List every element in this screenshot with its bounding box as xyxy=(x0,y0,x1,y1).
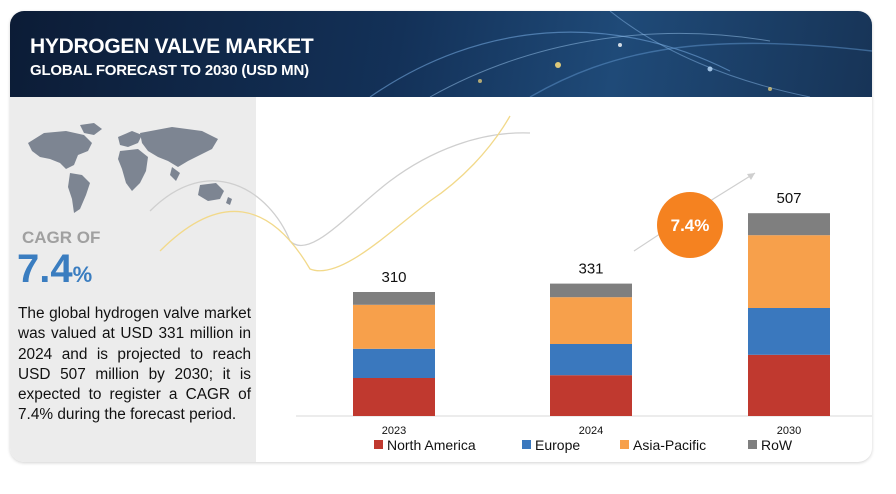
growth-arrow-head xyxy=(747,173,755,180)
legend-swatch-row xyxy=(748,440,757,449)
cagr-number: 7.4 xyxy=(17,247,73,291)
x-tick-label-2023: 2023 xyxy=(382,425,406,437)
cagr-value: 7.4% xyxy=(17,247,92,300)
infographic-card: HYDROGEN VALVE MARKET GLOBAL FORECAST TO… xyxy=(10,11,872,462)
stacked-bar-chart: 310 2023 331 2024 507 2030 7.4% North America… xyxy=(149,115,872,453)
bar-2024-asia-pacific xyxy=(550,297,632,344)
bar-2024-row xyxy=(550,283,632,298)
page-subtitle: GLOBAL FORECAST TO 2030 (USD MN) xyxy=(30,62,309,79)
header-banner: HYDROGEN VALVE MARKET GLOBAL FORECAST TO… xyxy=(10,11,872,97)
decorative-swirl-gold xyxy=(159,115,511,272)
bar-2023-asia-pacific xyxy=(353,304,435,349)
cagr-callout-circle xyxy=(657,192,723,258)
page-title: HYDROGEN VALVE MARKET xyxy=(30,35,314,58)
bar-2023-europe xyxy=(353,348,435,378)
header-light-streaks xyxy=(369,11,872,97)
bar-2030-asia-pacific xyxy=(748,235,830,308)
legend-label-row: RoW xyxy=(761,437,793,453)
bar-2030-europe xyxy=(748,308,830,355)
cagr-unit: % xyxy=(72,262,93,287)
bar-2030-north-america xyxy=(748,354,830,416)
bar-2024-north-america xyxy=(550,375,632,416)
market-description: The global hydrogen valve market was val… xyxy=(18,305,251,424)
legend-label-asia-pacific: Asia-Pacific xyxy=(633,437,706,453)
cagr-label: CAGR OF xyxy=(22,228,101,247)
bar-2023-north-america xyxy=(353,378,435,416)
summary-panel: CAGR OF 7.4% The global hydrogen valve m… xyxy=(10,97,256,462)
legend-label-europe: Europe xyxy=(535,437,580,453)
legend-swatch-europe xyxy=(522,440,531,449)
legend-label-north-america: North America xyxy=(387,437,476,453)
cagr-callout-label: 7.4% xyxy=(671,216,710,235)
x-tick-label-2024: 2024 xyxy=(579,425,603,437)
legend-swatch-north-america xyxy=(374,440,383,449)
x-tick-label-2030: 2030 xyxy=(777,425,801,437)
legend-swatch-asia-pacific xyxy=(620,440,629,449)
bar-2023-row xyxy=(353,292,435,305)
world-map-icon xyxy=(28,123,232,213)
total-label-2030: 507 xyxy=(776,190,801,207)
bar-2024-europe xyxy=(550,344,632,376)
bar-2030-row xyxy=(748,213,830,236)
total-label-2024: 331 xyxy=(578,261,603,278)
total-label-2023: 310 xyxy=(381,269,406,286)
decorative-swirl-gray xyxy=(149,132,531,247)
